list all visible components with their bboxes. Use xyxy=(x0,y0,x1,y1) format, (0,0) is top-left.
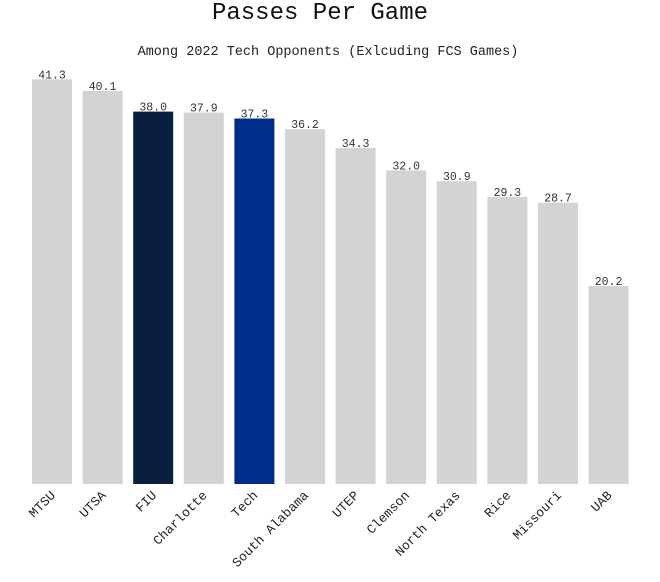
value-label-rice: 29.3 xyxy=(494,187,522,200)
bar-missouri xyxy=(538,202,578,484)
tick-label-charlotte: Charlotte xyxy=(150,488,210,548)
value-label-charlotte: 37.9 xyxy=(190,103,218,116)
bar-utep xyxy=(335,147,376,484)
bar-charlotte xyxy=(183,112,224,484)
value-label-south-alabama: 36.2 xyxy=(291,119,319,132)
chart-title: Passes Per Game xyxy=(212,0,428,27)
value-label-missouri: 28.7 xyxy=(544,193,572,206)
value-label-uab: 20.2 xyxy=(595,276,623,289)
value-label-group: 41.3 40.1 38.0 37.9 37.3 36.2 34.3 32.0 30.9 29.3… xyxy=(38,69,622,289)
tick-label-tech: Tech xyxy=(229,488,262,521)
value-label-utsa: 40.1 xyxy=(89,81,117,94)
value-label-fiu: 38.0 xyxy=(139,102,167,115)
value-label-mtsu: 41.3 xyxy=(38,69,66,82)
tick-label-rice: Rice xyxy=(482,488,515,521)
bar-north-texas xyxy=(436,181,477,484)
bar-south-alabama xyxy=(285,129,325,484)
bar-group xyxy=(32,79,629,485)
bar-mtsu xyxy=(32,79,72,485)
tick-label-clemson: Clemson xyxy=(364,488,413,537)
value-label-clemson: 32.0 xyxy=(392,160,420,173)
value-label-tech: 37.3 xyxy=(241,109,269,122)
bar-clemson xyxy=(386,170,427,484)
tick-label-fiu: FIU xyxy=(133,488,160,515)
chart-subtitle: Among 2022 Tech Opponents (Exlcuding FCS… xyxy=(138,45,519,60)
value-label-utep: 34.3 xyxy=(342,138,370,151)
bar-fiu xyxy=(133,111,174,484)
bar-tech xyxy=(234,118,275,484)
bar-rice xyxy=(487,196,528,484)
value-label-north-texas: 30.9 xyxy=(443,171,471,184)
bar-uab xyxy=(588,286,629,484)
tick-label-missouri: Missouri xyxy=(510,488,565,543)
tick-label-utep: UTEP xyxy=(330,488,363,521)
tick-label-utsa: UTSA xyxy=(77,488,110,521)
tick-label-mtsu: MTSU xyxy=(26,488,59,521)
tick-label-uab: UAB xyxy=(588,488,615,515)
bar-utsa xyxy=(82,91,123,484)
